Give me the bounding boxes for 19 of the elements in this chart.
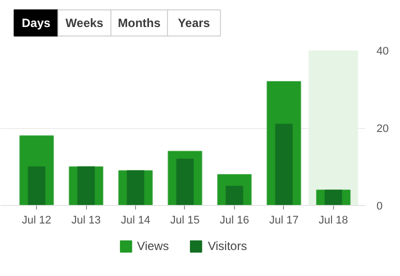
y-tick-label: 40 [376,46,389,58]
legend-label: Views [137,239,169,253]
x-tick-label: Jul 18 [318,214,348,226]
text: Years [178,16,210,30]
bar [274,124,293,206]
text: Weeks [66,16,104,30]
bar [28,166,46,206]
text: Months [118,16,161,30]
y-tick-label: 20 [376,123,389,135]
legend-label: Visitors [208,239,247,253]
x-tick-label: Jul 15 [170,214,200,226]
x-tick-label: Jul 12 [22,214,52,226]
x-tick-label: Jul 17 [269,214,299,226]
x-tick-label: Jul 14 [120,214,150,226]
x-tick-label: Jul 16 [220,214,250,226]
text: Days [22,16,51,30]
y-tick-label: 0 [376,200,383,212]
x-tick-label: Jul 13 [71,214,101,226]
bar [226,186,244,206]
